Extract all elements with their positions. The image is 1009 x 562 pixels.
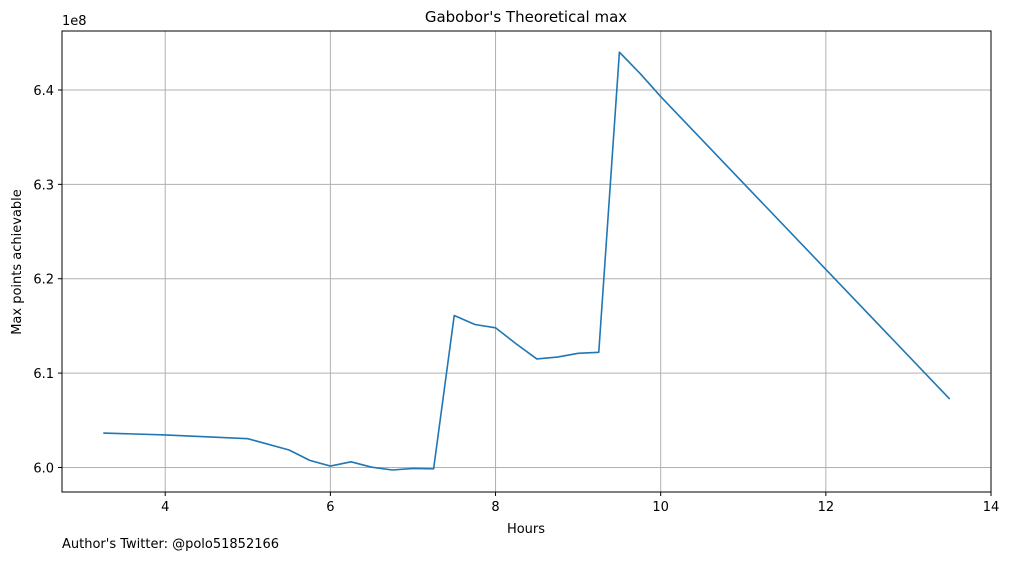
plot-frame [61, 30, 992, 493]
y-tick-label: 6.2 [33, 273, 54, 288]
x-tick-label: 10 [652, 500, 669, 515]
x-tick-label: 4 [161, 500, 169, 515]
x-tick-label: 12 [818, 500, 835, 515]
y-offset-label: 1e8 [62, 14, 87, 29]
author-twitter-note: Author's Twitter: @polo51852166 [62, 537, 280, 552]
y-tick-label: 6.1 [33, 367, 54, 382]
grid [62, 31, 992, 492]
x-tick-label: 6 [326, 500, 334, 515]
series-line [103, 51, 951, 471]
y-axis-label: Max points achievable [10, 189, 25, 335]
y-tick-label: 6.0 [33, 461, 54, 476]
y-tick-label: 6.3 [33, 178, 54, 193]
x-axis-label: Hours [507, 522, 545, 537]
ticks: 4 6 8 10 12 14 6.0 6.1 6.2 6.3 6.4 [33, 84, 999, 515]
x-tick-label: 14 [983, 500, 1000, 515]
x-tick-label: 8 [491, 500, 499, 515]
chart-title: Gabobor's Theoretical max [425, 8, 627, 26]
series-layer [103, 51, 951, 471]
y-tick-label: 6.4 [33, 84, 54, 99]
